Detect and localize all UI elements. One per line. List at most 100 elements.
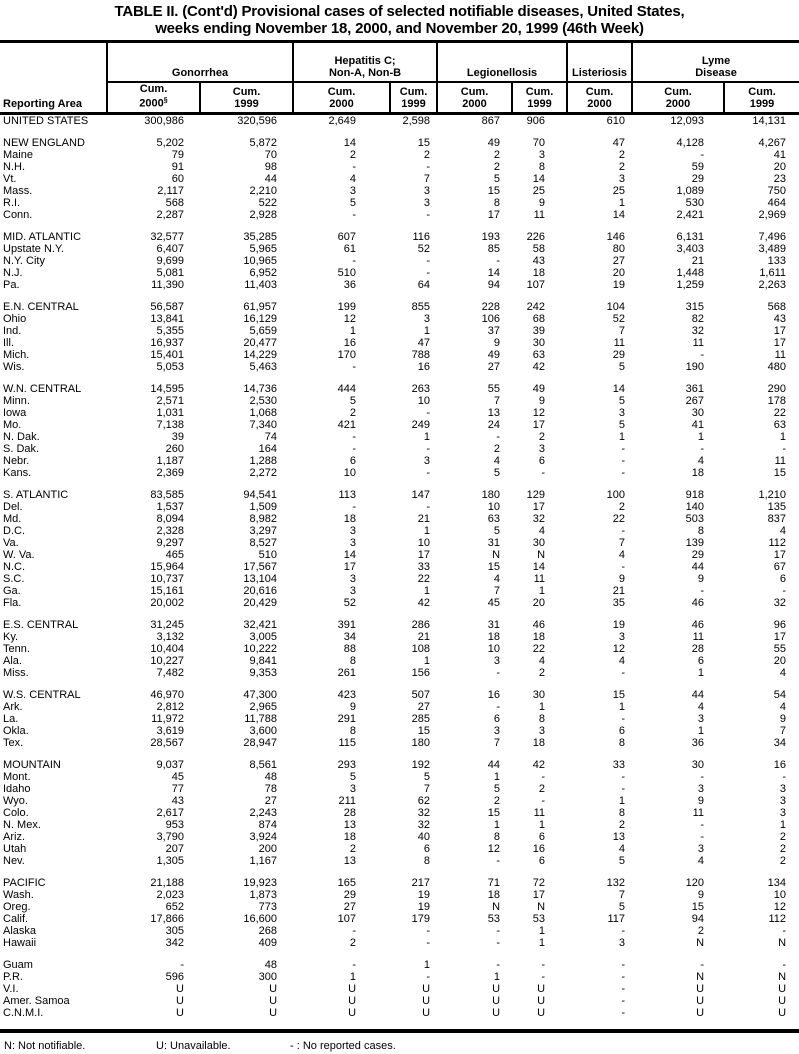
value-cell: 2,328 [156,525,184,537]
value-cell: 510 [258,549,278,561]
section-spacer [0,479,799,489]
value-cell: 17,567 [243,561,278,573]
value-cell: 22 [532,643,546,655]
value-cell: - [496,925,501,937]
value-cell: 320,596 [237,115,278,127]
reporting-area-cell: Fla. [3,597,22,609]
value-cell: 15 [612,689,626,701]
value-cell: 1 [423,585,431,597]
value-cell: 132 [606,877,626,889]
section-spacer [0,373,799,383]
value-cell: - [496,959,501,971]
value-cell: - [496,701,501,713]
value-cell: 47 [417,337,431,349]
value-cell: 300,986 [144,115,184,127]
value-cell: 58 [532,243,546,255]
value-cell: 8 [493,197,501,209]
table-row: Ga. 15,161 20,616 3 1 7 1 21 - - [0,585,799,597]
footnote-unavailable: U: Unavailable. [156,1040,231,1052]
col-gonorrhea-cum-2000: Cum. 2000§ [106,82,200,115]
value-cell: N [492,549,501,561]
value-cell: 82 [691,313,705,325]
value-cell: 1 [423,655,431,667]
value-cell: 20,477 [243,337,278,349]
reporting-area-cell: Miss. [3,667,29,679]
value-cell: U [778,995,787,1007]
value-cell: 17 [532,419,546,431]
value-cell: 1 [538,937,546,949]
value-cell: 23 [773,173,787,185]
reporting-area-cell: PACIFIC [3,877,46,889]
value-cell: 64 [417,279,431,291]
value-cell: 16 [487,689,501,701]
value-cell: 19 [612,279,626,291]
table-row: Mont. 45 48 5 5 1 - - - - [0,771,799,783]
value-cell: 18 [343,831,357,843]
reporting-area-cell: W. Va. [3,549,35,561]
value-cell: - [621,467,626,479]
col-group-listeriosis: Listeriosis [566,40,633,83]
reporting-area-cell: Ill. [3,337,14,349]
reporting-area-cell: Minn. [3,395,30,407]
value-cell: 12 [612,643,626,655]
value-cell: 607 [337,231,357,243]
col-gonorrhea-cum-1999: Cum. 1999 [198,82,294,115]
reporting-area-cell: S.C. [3,573,25,585]
value-cell: 63 [532,349,546,361]
value-cell: 3,489 [758,243,787,255]
value-cell: 1 [349,971,357,983]
value-cell: - [352,501,357,513]
value-cell: 7,138 [156,419,184,431]
value-cell: 4 [618,549,626,561]
value-cell: 7 [493,737,501,749]
value-cell: 3 [349,525,357,537]
value-cell: 49 [532,383,546,395]
value-cell: 53 [532,913,546,925]
value-cell: 465 [165,549,184,561]
value-cell: - [621,783,626,795]
value-cell: 1 [538,925,546,937]
table-row: Tenn. 10,404 10,222 88 108 10 22 12 28 55 [0,643,799,655]
value-cell: 5 [349,197,357,209]
value-cell: 7,482 [156,667,184,679]
group-header-row: Reporting Area Gonorrhea Hepatitis C; No… [0,40,799,115]
value-cell: 70 [532,137,546,149]
reporting-area-cell: Calif. [3,913,29,925]
value-cell: 3 [697,713,705,725]
table-row: Wis. 5,053 5,463 - 16 27 42 5 190 480 [0,361,799,373]
table-row: Ariz. 3,790 3,924 18 40 8 6 13 - 2 [0,831,799,843]
table-row: D.C. 2,328 3,297 3 1 5 4 - 8 4 [0,525,799,537]
value-cell: 3 [493,655,501,667]
value-cell: 11 [692,337,705,349]
value-cell: 98 [264,161,278,173]
table-row: Mass. 2,117 2,210 3 3 15 25 25 1,089 750 [0,185,799,197]
value-cell: 54 [773,689,787,701]
value-cell: U [269,995,278,1007]
value-cell: 5,081 [156,267,184,279]
value-cell: 34 [343,631,357,643]
table-body: UNITED STATES 300,986 320,596 2,649 2,598 867… [0,114,799,1019]
value-cell: 13,104 [243,573,278,585]
value-cell: 7 [493,585,501,597]
reporting-area-cell: N.H. [3,161,25,173]
value-cell: 4 [779,701,787,713]
value-cell: 3,132 [156,631,184,643]
value-cell: 2 [779,855,787,867]
value-cell: 63 [487,513,501,525]
value-cell: 1,210 [758,489,787,501]
value-cell: 3 [538,443,546,455]
value-cell: 15 [773,467,787,479]
value-cell: 15 [487,561,501,573]
value-cell: 4 [697,455,705,467]
value-cell: 3 [349,537,357,549]
value-cell: 2,243 [249,807,278,819]
value-cell: 5 [618,361,626,373]
table-row: Okla. 3,619 3,600 8 15 3 3 6 1 7 [0,725,799,737]
table-row: PACIFIC 21,188 19,923 165 217 71 72 132 120 134 [0,877,799,889]
value-cell: 42 [532,361,546,373]
value-cell: - [541,795,546,807]
value-cell: 32 [691,325,705,337]
value-cell: 133 [767,255,787,267]
value-cell: 21 [691,255,705,267]
